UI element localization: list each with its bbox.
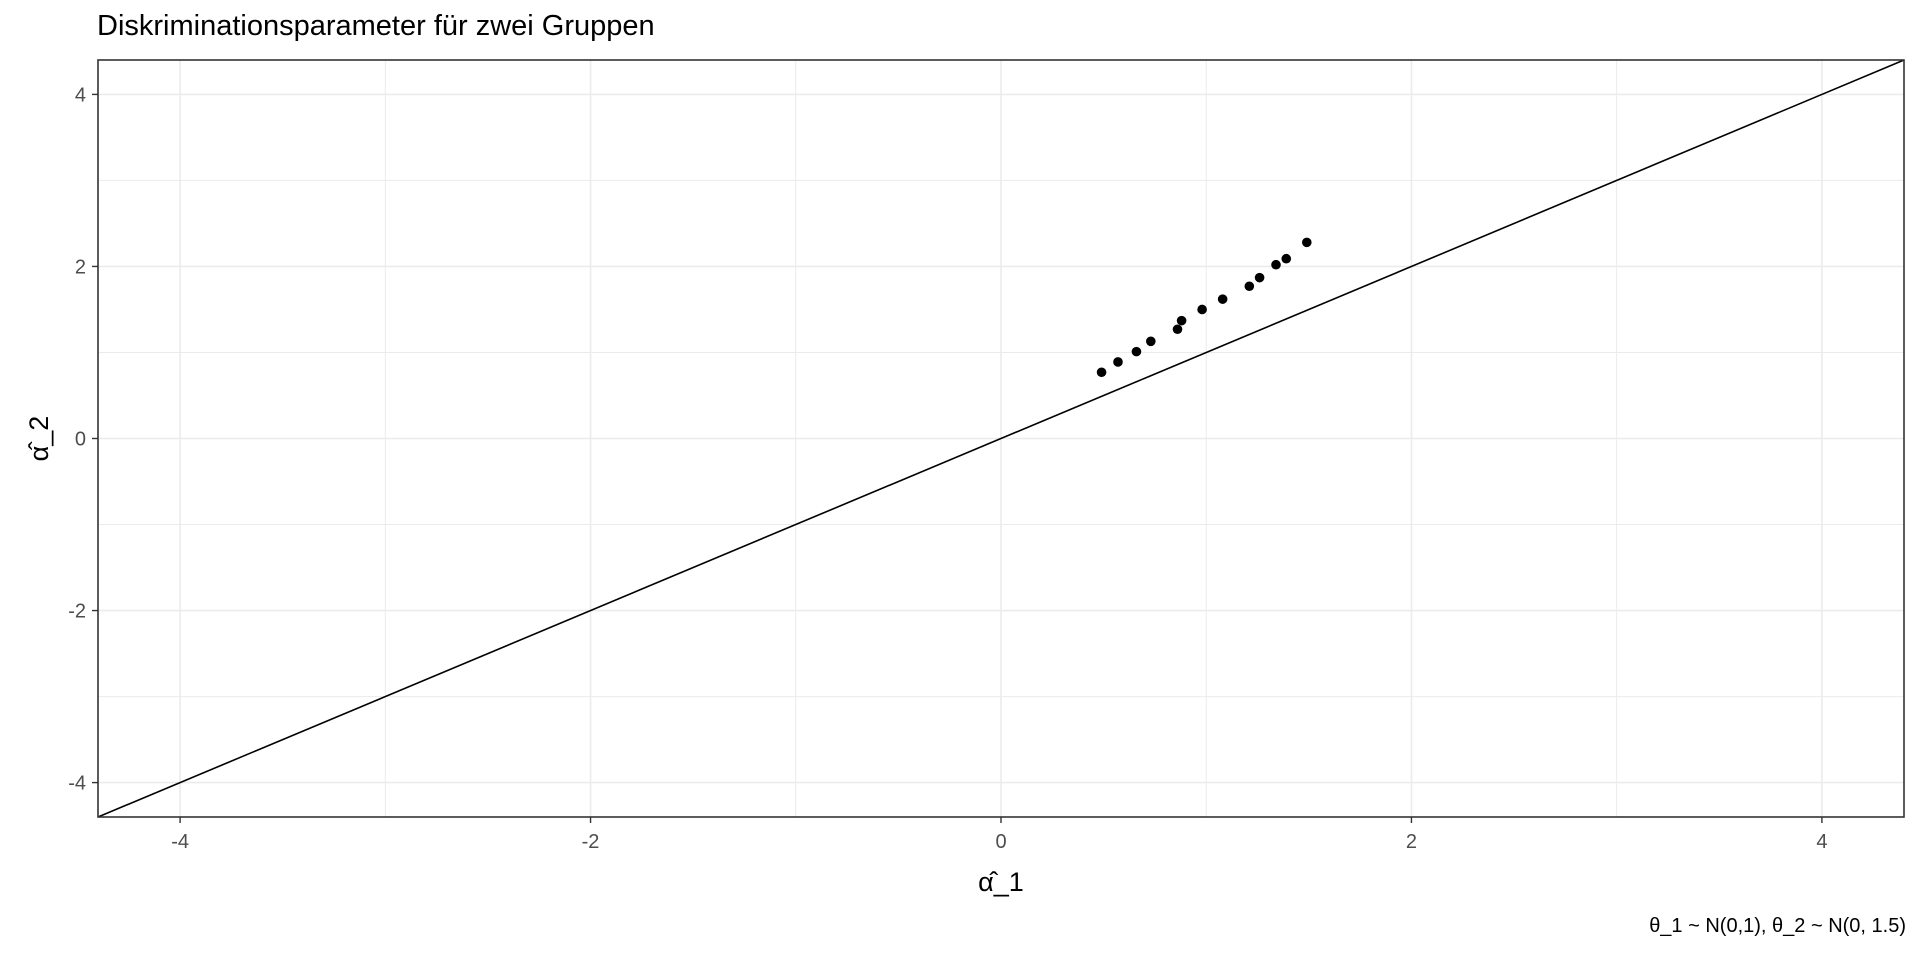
y-tick-label: -2: [68, 601, 86, 623]
data-point: [1146, 336, 1156, 347]
identity-reference-line: [98, 60, 1904, 817]
chart-caption: θ_1 ~ N(0,1), θ_2 ~ N(0, 1.5): [1649, 915, 1906, 937]
data-point: [1113, 357, 1123, 367]
chart-title: Diskriminationsparameter für zwei Gruppe…: [97, 10, 655, 42]
y-axis-title: α̂_2: [24, 416, 54, 462]
data-point: [1172, 324, 1183, 335]
data-point: [1254, 272, 1265, 283]
x-axis-title: α̂_1: [978, 867, 1024, 897]
data-point: [1217, 294, 1228, 304]
y-tick-label: 0: [75, 429, 86, 451]
data-point: [1096, 367, 1107, 378]
y-tick-label: 2: [75, 256, 86, 278]
data-point: [1301, 237, 1312, 248]
x-tick-label: 0: [995, 831, 1006, 853]
data-point: [1271, 259, 1281, 270]
y-tick-label: 4: [75, 84, 86, 106]
data-point: [1176, 315, 1187, 326]
x-tick-label: 2: [1406, 831, 1417, 853]
x-tick-label: -4: [171, 831, 189, 853]
data-point: [1281, 253, 1292, 264]
data-point: [1131, 346, 1142, 357]
data-point: [1197, 304, 1207, 315]
y-tick-label: -4: [68, 773, 86, 795]
x-tick-label: -2: [582, 831, 600, 853]
x-tick-label: 4: [1816, 831, 1827, 853]
data-point: [1244, 281, 1255, 292]
